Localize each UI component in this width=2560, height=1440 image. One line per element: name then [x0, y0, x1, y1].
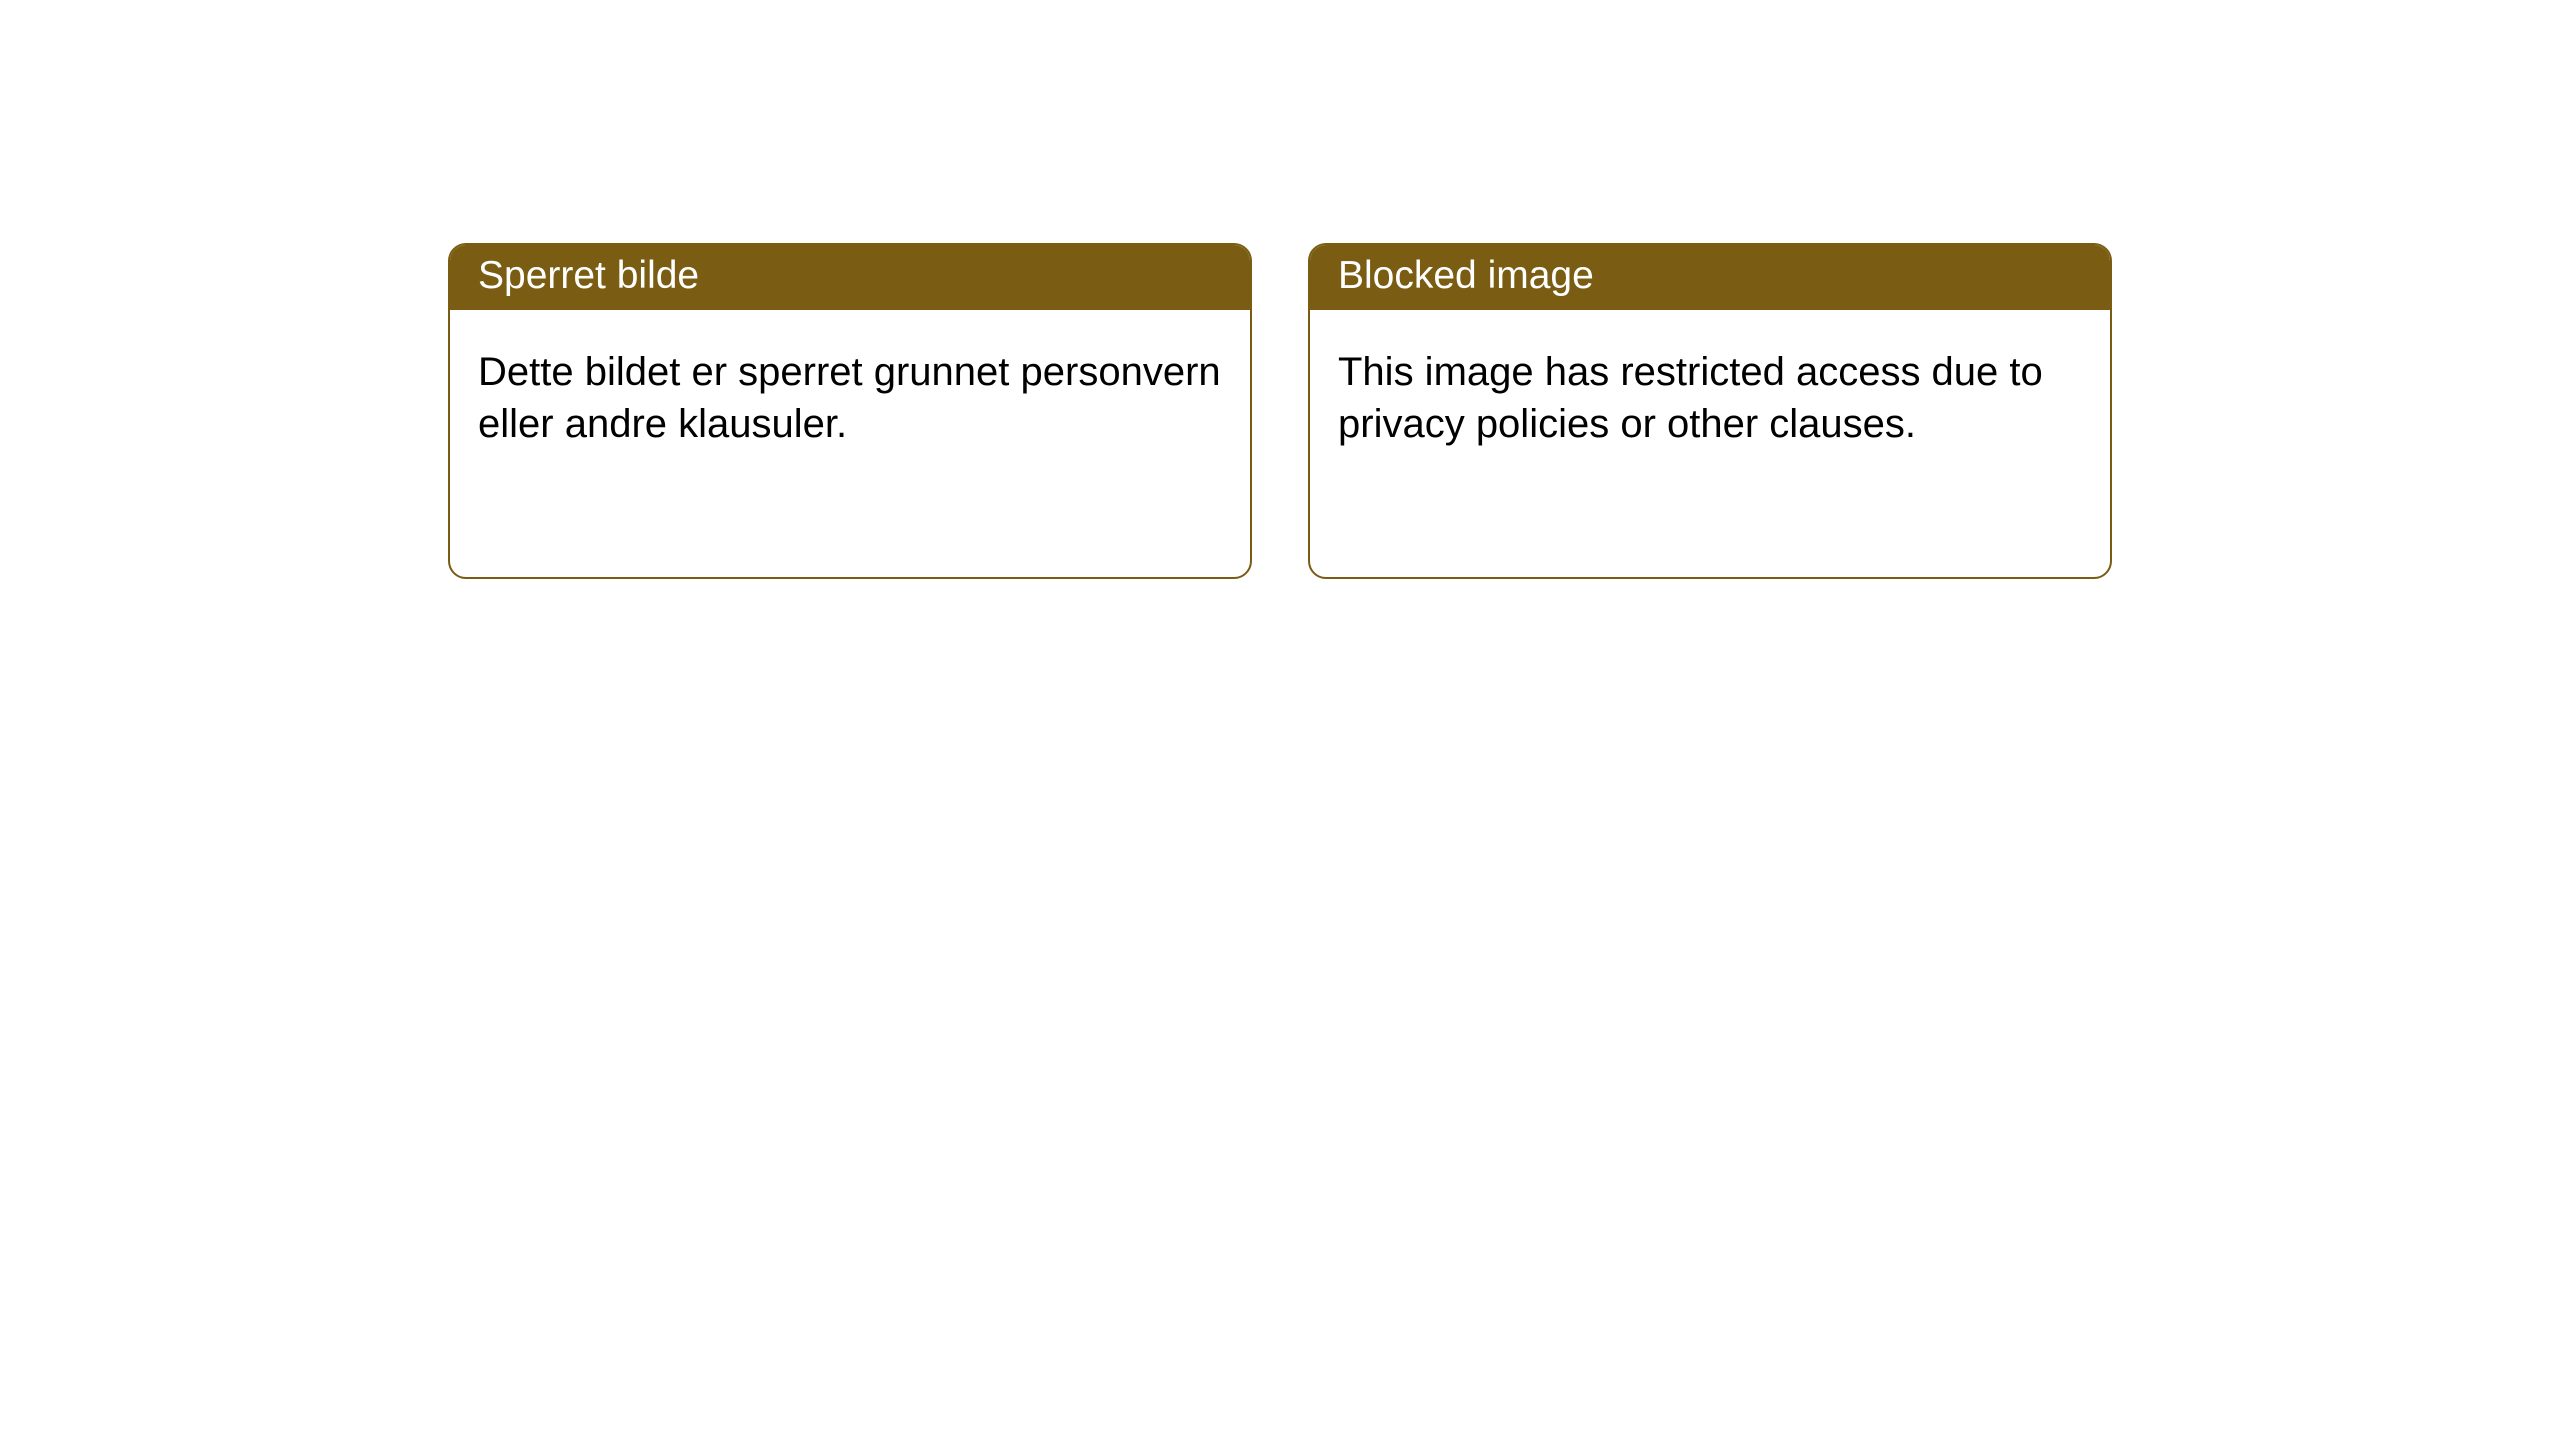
- notice-container: Sperret bilde Dette bildet er sperret gr…: [0, 0, 2560, 579]
- notice-header: Sperret bilde: [450, 245, 1250, 310]
- notice-body: Dette bildet er sperret grunnet personve…: [450, 310, 1250, 478]
- notice-header: Blocked image: [1310, 245, 2110, 310]
- notice-card-english: Blocked image This image has restricted …: [1308, 243, 2112, 579]
- notice-card-norwegian: Sperret bilde Dette bildet er sperret gr…: [448, 243, 1252, 579]
- notice-body: This image has restricted access due to …: [1310, 310, 2110, 478]
